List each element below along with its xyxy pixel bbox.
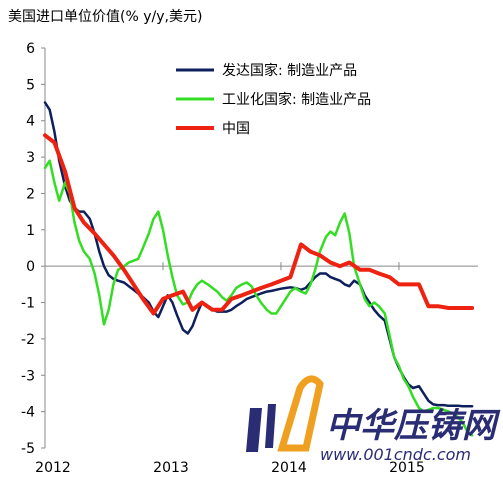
axes-group: -5 -4 -3 -2 -1 0 1 2 3 4 5 6 2012 2013 2014 2015	[21, 41, 478, 476]
series-line-2	[43, 159, 474, 437]
series-layer	[43, 101, 475, 437]
legend-label: 工业化国家: 制造业产品	[222, 91, 371, 108]
y-tick-label: 0	[26, 259, 35, 275]
legend-item: 中国	[176, 121, 250, 137]
y-tick-label: -5	[21, 441, 35, 457]
y-tick-label: -3	[21, 368, 35, 384]
y-tick-label: -4	[21, 405, 35, 421]
series-line-1	[43, 101, 474, 408]
x-tick-label: 2013	[153, 460, 189, 476]
y-tick-label: 5	[26, 77, 35, 93]
watermark-url: www.001cndc.com	[320, 445, 471, 464]
legend-label: 中国	[222, 121, 250, 137]
legend-item: 工业化国家: 制造业产品	[176, 91, 371, 108]
y-tick-label: 4	[26, 114, 35, 130]
x-tick-label: 2015	[389, 460, 425, 476]
x-tick-label: 2014	[271, 460, 307, 476]
y-tick-label: 1	[26, 223, 35, 239]
watermark: 中华压铸网 www.001cndc.com	[246, 375, 501, 464]
series-line-3	[43, 133, 475, 316]
y-tick-label: -2	[21, 332, 35, 348]
legend-label: 发达国家: 制造业产品	[222, 62, 357, 79]
y-tick-label: 2	[26, 186, 35, 202]
legend-item: 发达国家: 制造业产品	[176, 62, 357, 79]
chart-title: 美国进口单位价值(% y/y,美元)	[8, 9, 203, 25]
watermark-brand: 中华压铸网	[326, 406, 501, 446]
x-tick-label: 2012	[35, 460, 71, 476]
y-tick-label: 6	[26, 41, 35, 57]
watermark-logo	[246, 375, 324, 452]
y-tick-label: 3	[26, 150, 35, 166]
y-tick-label: -1	[21, 296, 35, 312]
